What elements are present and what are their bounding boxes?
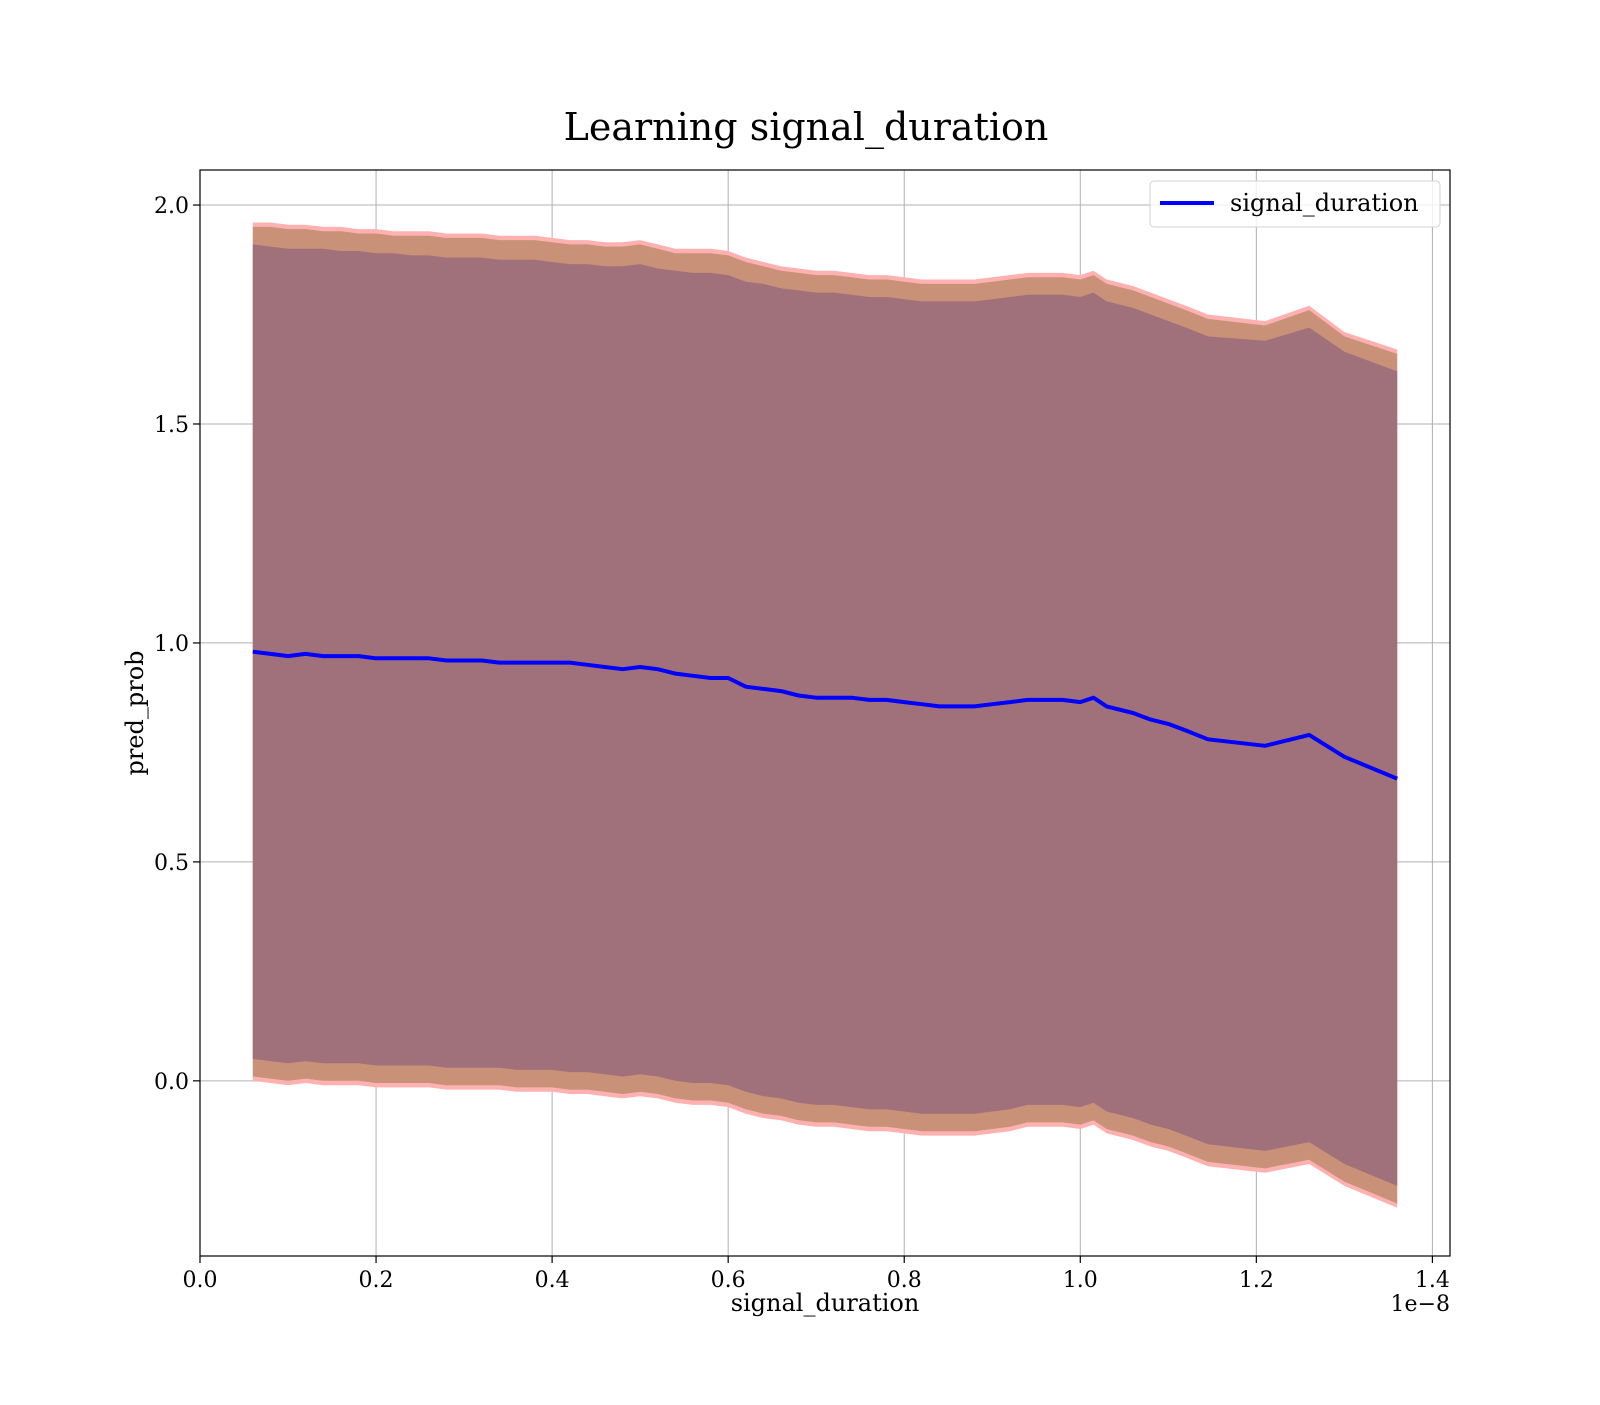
series-line (252, 649, 1398, 781)
y-tick-label: 2.0 (154, 194, 189, 219)
x-offset-label: 1e−8 (1391, 1292, 1450, 1317)
y-tick-label: 0.5 (154, 851, 189, 876)
x-tick-label: 0.4 (535, 1268, 570, 1293)
x-tick-label: 0.8 (887, 1268, 922, 1293)
confidence-band-inner (252, 244, 1398, 1186)
x-tick-label: 0.0 (183, 1268, 218, 1293)
x-tick-label: 1.0 (1063, 1268, 1098, 1293)
tick-layer: 0.0 0.2 0.4 0.6 0.8 1.0 1.2 1.4 0.0 0.5 1.0 1.5 2.0 (154, 194, 1450, 1293)
legend-label: signal_duration (1230, 189, 1419, 217)
line-layer (252, 649, 1398, 781)
y-axis-label: pred_prob (121, 650, 149, 775)
x-tick-label: 0.6 (711, 1268, 746, 1293)
y-tick-label: 1.0 (154, 632, 189, 657)
band-layer (252, 222, 1398, 1208)
x-tick-label: 0.2 (359, 1268, 394, 1293)
legend: signal_duration (1149, 180, 1441, 228)
x-tick-label: 1.4 (1415, 1268, 1450, 1293)
x-axis-label: signal_duration (731, 1289, 920, 1317)
y-tick-label: 1.5 (154, 413, 189, 438)
x-tick-label: 1.2 (1239, 1268, 1274, 1293)
y-tick-label: 0.0 (154, 1070, 189, 1095)
plot-frame (199, 169, 1451, 1257)
legend-box (1149, 180, 1441, 228)
chart-title: Learning signal_duration (564, 105, 1049, 150)
